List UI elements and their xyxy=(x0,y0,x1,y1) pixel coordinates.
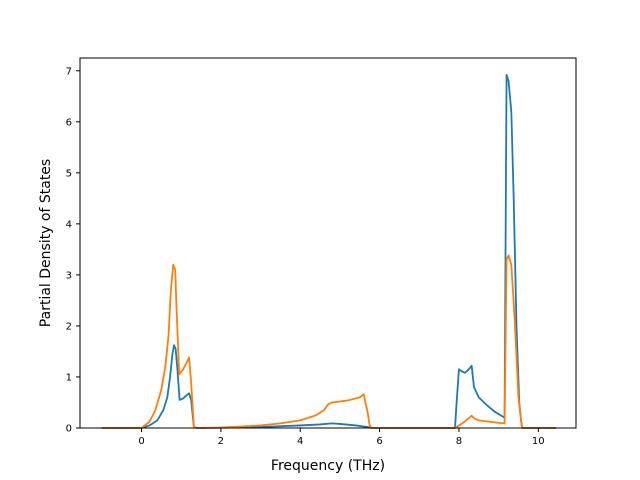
y-tick-label: 3 xyxy=(66,270,72,281)
x-tick-label: 6 xyxy=(376,436,382,447)
y-tick-label: 4 xyxy=(66,219,72,230)
y-axis-title: Partial Density of States xyxy=(38,159,54,327)
series-line-2 xyxy=(101,254,557,429)
y-tick-label: 7 xyxy=(66,66,72,77)
plot-frame xyxy=(79,57,577,429)
y-tick-label: 0 xyxy=(66,424,72,435)
y-tick-label: 1 xyxy=(66,372,72,383)
y-tick-label: 5 xyxy=(66,168,72,179)
x-axis-title: Frequency (THz) xyxy=(271,458,385,474)
y-tick-label: 2 xyxy=(66,321,72,332)
x-tick-label: 0 xyxy=(138,436,144,447)
series-line-1 xyxy=(101,73,557,429)
x-tick-label: 8 xyxy=(456,436,462,447)
x-axis: 0 2 4 6 8 10 xyxy=(138,428,545,447)
x-tick-label: 4 xyxy=(297,436,303,447)
y-tick-label: 6 xyxy=(66,117,72,128)
plot-lines xyxy=(101,73,557,429)
x-tick-label: 10 xyxy=(532,436,545,447)
x-tick-label: 2 xyxy=(218,436,224,447)
y-axis: 0 1 2 3 4 5 6 7 xyxy=(66,66,80,435)
